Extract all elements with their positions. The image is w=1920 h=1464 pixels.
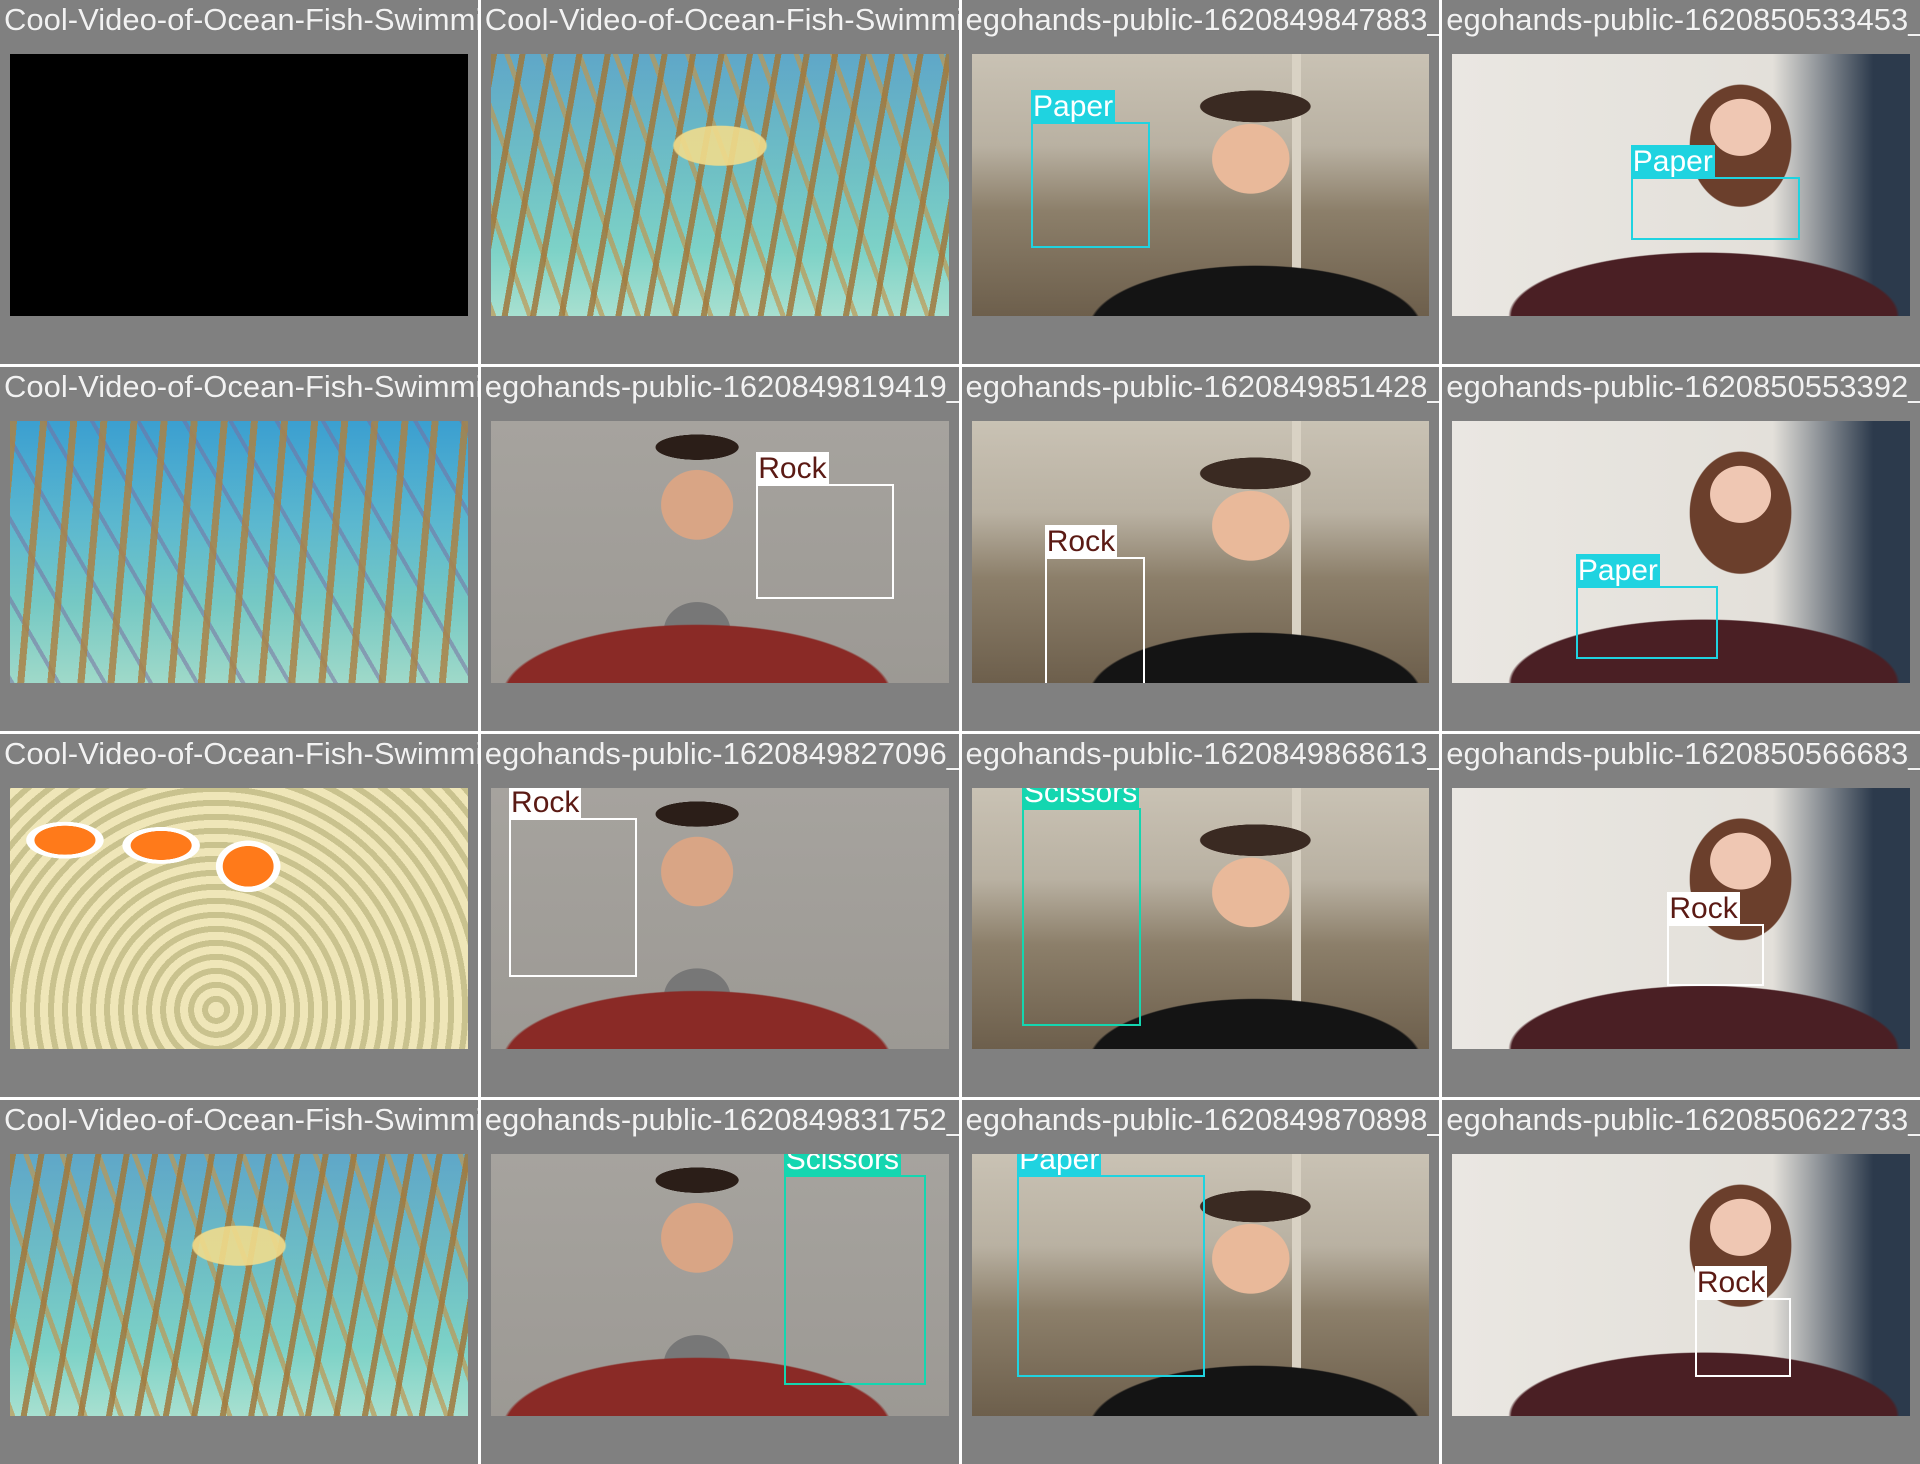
tile-title: egohands-public-1620849870898_jpg — [965, 1102, 1440, 1138]
tile-title: egohands-public-1620849847883_jpg — [965, 2, 1440, 37]
tile-thumbnail: Paper — [1452, 54, 1910, 316]
tile-title: egohands-public-1620850553392_jpg — [1446, 368, 1920, 404]
tile-title: Cool-Video-of-Ocean-Fish-Swimming_mp4-0 — [4, 2, 478, 37]
detection-box: Paper — [1031, 90, 1150, 248]
detection-box: Rock — [1044, 524, 1146, 683]
tile-thumbnail: Paper — [1452, 420, 1910, 683]
tile-title: egohands-public-1620850622733_jpg — [1446, 1102, 1920, 1138]
detection-box: Scissors — [783, 1154, 926, 1385]
tile-thumbnail: Rock — [971, 420, 1430, 683]
tile-title: egohands-public-1620849831752_jpg — [484, 1102, 959, 1138]
detection-label: Scissors — [1021, 787, 1140, 811]
tile-title: egohands-public-1620850533453_jpg — [1446, 2, 1920, 37]
detection-label: Paper — [1031, 90, 1116, 125]
grid-tile[interactable]: egohands-public-1620849851428_jpg Rock — [961, 366, 1440, 731]
grid-tile[interactable]: egohands-public-1620849819419_jpg Rock — [480, 366, 959, 731]
tile-title: egohands-public-1620849868613_jpg — [965, 735, 1440, 771]
detection-label: Rock — [1667, 891, 1740, 926]
grid-tile[interactable]: egohands-public-1620849831752_jpg Scissor… — [480, 1100, 959, 1464]
detection-label: Rock — [509, 787, 582, 820]
tile-title: egohands-public-1620850566683_jpg — [1446, 735, 1920, 771]
tile-title: egohands-public-1620849819419_jpg — [484, 368, 959, 404]
tile-thumbnail: Rock — [490, 420, 949, 683]
grid-tile[interactable]: egohands-public-1620850553392_jpg Paper — [1442, 366, 1920, 731]
grid-tile[interactable]: egohands-public-1620849870898_jpg Paper — [961, 1100, 1440, 1464]
detection-box: Scissors — [1021, 787, 1141, 1026]
tile-title: Cool-Video-of-Ocean-Fish-Swimming_mp4-3 — [484, 2, 959, 37]
grid-tile[interactable]: egohands-public-1620849827096_jpg Rock — [480, 733, 959, 1098]
detection-box: Rock — [756, 451, 894, 599]
detection-label: Rock — [1694, 1266, 1768, 1301]
tile-thumbnail — [10, 1154, 468, 1416]
detection-label: Paper — [1575, 553, 1660, 588]
tile-title: egohands-public-1620849851428_jpg — [965, 368, 1440, 404]
tile-title: egohands-public-1620849827096_jpg — [484, 735, 959, 771]
detection-box: Paper — [1017, 1154, 1205, 1377]
detection-box: Paper — [1630, 145, 1801, 240]
tile-thumbnail: Scissors — [490, 1154, 949, 1416]
tile-thumbnail: Scissors — [971, 787, 1430, 1050]
tile-title: Cool-Video-of-Ocean-Fish-Swimming_mp4-11 — [4, 368, 478, 404]
grid-tile[interactable]: egohands-public-1620849847883_jpg Paper — [961, 0, 1440, 364]
grid-tile[interactable]: Cool-Video-of-Ocean-Fish-Swimming_mp4-1 — [0, 1100, 478, 1464]
detection-label: Paper — [1017, 1154, 1102, 1178]
tile-title: Cool-Video-of-Ocean-Fish-Swimming_mp4-1 — [4, 1102, 478, 1138]
detection-box: Rock — [1667, 891, 1764, 987]
tile-thumbnail: Paper — [971, 54, 1430, 316]
grid-tile[interactable]: Cool-Video-of-Ocean-Fish-Swimming_mp4-17 — [0, 733, 478, 1098]
tile-thumbnail: Rock — [1452, 787, 1910, 1050]
detection-box: Rock — [1694, 1266, 1791, 1377]
tile-thumbnail — [10, 787, 468, 1050]
detection-label: Paper — [1630, 145, 1715, 180]
detection-label: Rock — [756, 451, 829, 486]
tile-thumbnail: Paper — [971, 1154, 1430, 1416]
detection-label: Scissors — [783, 1154, 902, 1178]
tile-thumbnail — [490, 54, 949, 316]
grid-tile[interactable]: egohands-public-1620850533453_jpg Paper — [1442, 0, 1920, 364]
tile-thumbnail: Rock — [490, 787, 949, 1050]
detection-label: Rock — [1044, 524, 1118, 559]
tile-thumbnail — [10, 420, 468, 683]
grid-tile[interactable]: Cool-Video-of-Ocean-Fish-Swimming_mp4-11 — [0, 366, 478, 731]
detection-box: Rock — [509, 787, 638, 978]
tile-thumbnail: Rock — [1452, 1154, 1910, 1416]
tile-thumbnail — [10, 54, 468, 316]
detection-box: Paper — [1575, 553, 1718, 659]
grid-tile[interactable]: egohands-public-1620849868613_jpg Scissor… — [961, 733, 1440, 1098]
grid-tile[interactable]: egohands-public-1620850566683_jpg Rock — [1442, 733, 1920, 1098]
tile-title: Cool-Video-of-Ocean-Fish-Swimming_mp4-17 — [4, 735, 478, 771]
grid-tile[interactable]: Cool-Video-of-Ocean-Fish-Swimming_mp4-3 — [480, 0, 959, 364]
grid-tile[interactable]: egohands-public-1620850622733_jpg Rock — [1442, 1100, 1920, 1464]
grid-tile[interactable]: Cool-Video-of-Ocean-Fish-Swimming_mp4-0 — [0, 0, 478, 364]
